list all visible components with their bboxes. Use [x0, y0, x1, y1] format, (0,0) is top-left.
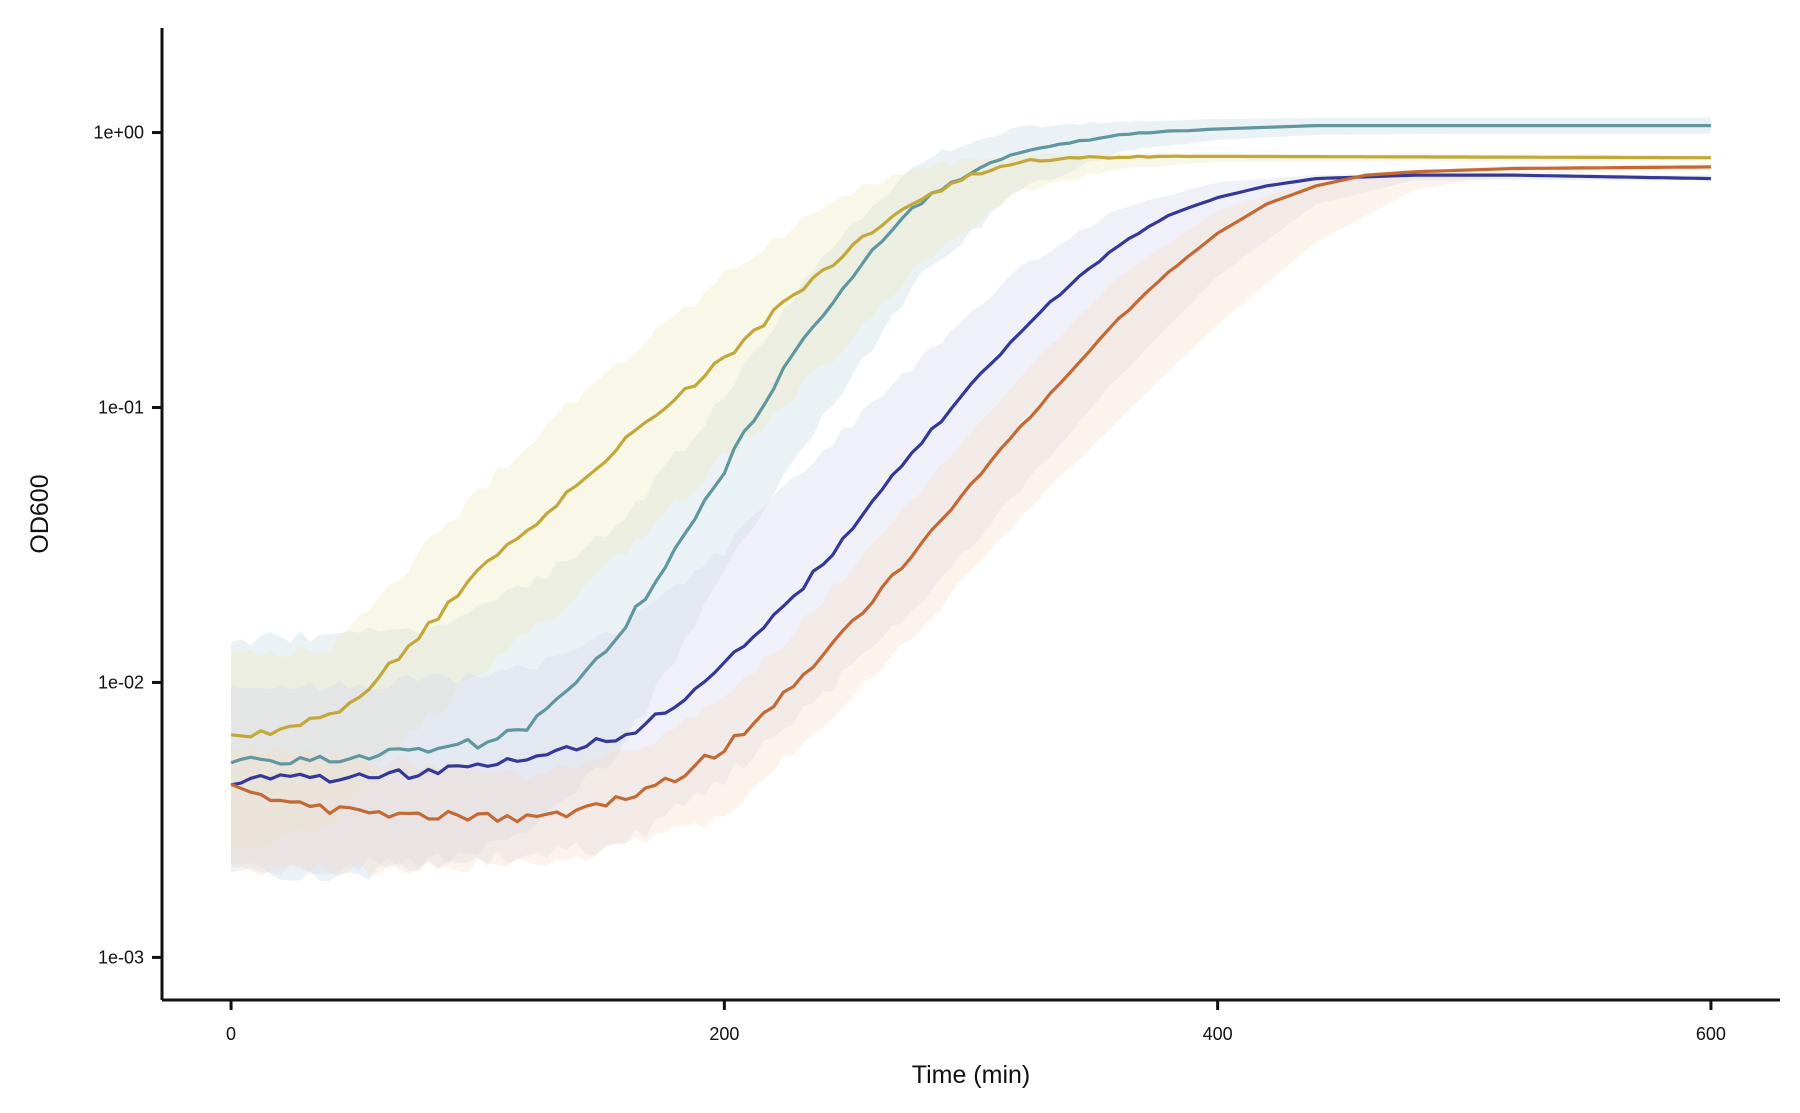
series-lines	[230, 124, 1711, 824]
x-tick-label: 0	[226, 1024, 236, 1044]
confidence-band-1	[231, 117, 1711, 882]
confidence-band-3	[231, 173, 1711, 875]
confidence-bands	[231, 117, 1711, 882]
series-line-3	[230, 173, 1711, 787]
y-axis-label: OD600	[26, 474, 54, 553]
x-tick-label: 600	[1696, 1024, 1726, 1044]
confidence-band-4	[231, 163, 1711, 877]
x-tick-label: 400	[1203, 1024, 1233, 1044]
y-tick-label: 1e+00	[93, 123, 144, 143]
y-tick-label: 1e-02	[98, 672, 144, 692]
x-axis-label: Time (min)	[912, 1061, 1031, 1089]
series-line-2	[230, 154, 1711, 739]
series-line-4	[230, 165, 1711, 824]
y-axis-ticks: 1e-03 1e-02 1e-01 1e+00	[93, 123, 162, 967]
y-tick-label: 1e-03	[98, 947, 144, 967]
confidence-band-2	[231, 152, 1711, 851]
y-tick-label: 1e-01	[98, 397, 144, 417]
x-tick-label: 200	[709, 1024, 739, 1044]
x-axis-ticks: 0 200 400 600	[226, 1000, 1726, 1044]
